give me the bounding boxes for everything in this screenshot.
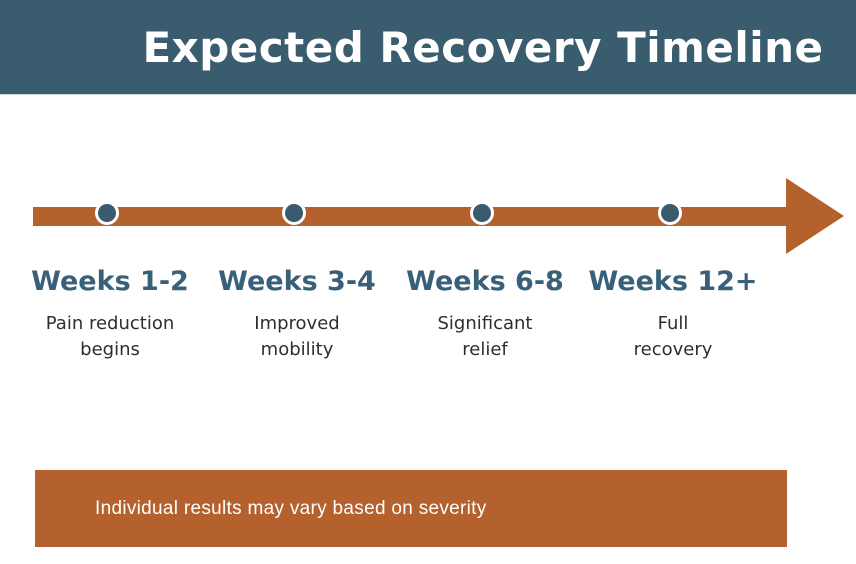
disclaimer-banner: Individual results may vary based on sev… [35, 470, 787, 547]
milestone-label: Weeks 6-8 [406, 266, 564, 297]
header-bar: Expected Recovery Timeline [0, 0, 856, 95]
milestone-description: Pain reduction begins [45, 313, 175, 360]
milestone-label: Weeks 12+ [588, 266, 758, 297]
milestone-column: Weeks 1-2 Pain reduction begins [15, 266, 205, 363]
page-title: Expected Recovery Timeline [142, 22, 824, 72]
milestone-marker [282, 201, 306, 225]
milestone-column: Weeks 12+ Full recovery [578, 266, 768, 363]
milestone-description: Significant relief [437, 313, 533, 360]
milestone-marker [658, 201, 682, 225]
milestone-marker [470, 201, 494, 225]
milestone-label: Weeks 3-4 [218, 266, 376, 297]
milestone-marker [95, 201, 119, 225]
milestone-column: Weeks 3-4 Improved mobility [202, 266, 392, 363]
milestone-description: Improved mobility [254, 313, 340, 360]
milestone-column: Weeks 6-8 Significant relief [390, 266, 580, 363]
milestone-description: Full recovery [633, 313, 713, 360]
timeline-arrow-shaft [33, 207, 787, 226]
disclaimer-text: Individual results may vary based on sev… [95, 497, 487, 519]
timeline-arrow-head-icon [786, 178, 844, 254]
milestone-label: Weeks 1-2 [31, 266, 189, 297]
